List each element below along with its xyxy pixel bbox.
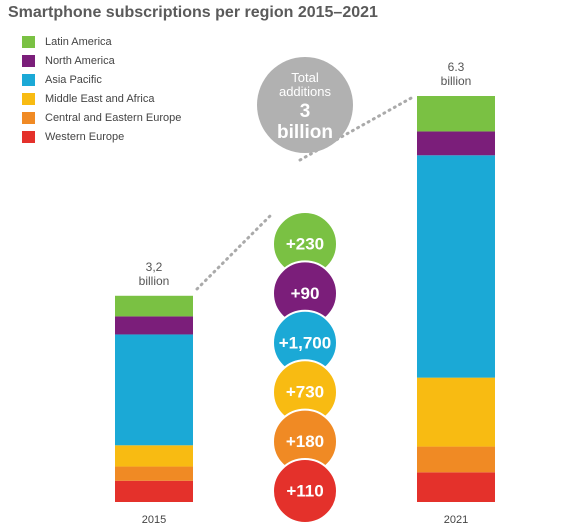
bar-segment [115, 480, 193, 502]
legend-label: Western Europe [45, 131, 124, 143]
bar-segment [115, 334, 193, 446]
bar-segment [417, 472, 495, 502]
bar-segment [417, 155, 495, 378]
bar-segment [115, 445, 193, 467]
legend-swatch [22, 112, 35, 124]
total-label: 6.3 billion [440, 60, 472, 88]
x-tick-label: 2021 [444, 514, 468, 526]
legend-label: Central and Eastern Europe [45, 112, 181, 124]
legend-swatch [22, 74, 35, 86]
addition-label: +230 [286, 234, 324, 253]
total-label: 3,2 billion [138, 259, 170, 288]
legend-label: Asia Pacific [45, 74, 102, 86]
legend-swatch [22, 131, 35, 143]
chart-title: Smartphone subscriptions per region 2015… [8, 4, 378, 21]
bar-segment [417, 377, 495, 447]
addition-label: +730 [286, 383, 324, 402]
bar-segment [417, 446, 495, 473]
addition-label: +180 [286, 432, 324, 451]
legend-swatch [22, 36, 35, 48]
addition-label: +90 [291, 284, 320, 303]
bar-segment [115, 316, 193, 335]
total-additions-bubble: Total additions 3 billion [257, 57, 353, 153]
bar-segment [115, 295, 193, 317]
addition-bubble [272, 458, 338, 524]
bar-segment [115, 466, 193, 481]
addition-label: +1,700 [279, 333, 331, 352]
legend-label: Latin America [45, 36, 113, 48]
connector [195, 212, 274, 291]
total-additions-value: 3 billion [277, 101, 333, 143]
bar-segment [417, 131, 495, 156]
legend-label: Middle East and Africa [45, 93, 155, 105]
bar-segment [417, 96, 495, 132]
legend-swatch [22, 55, 35, 67]
x-tick-label: 2015 [142, 514, 166, 526]
legend-swatch [22, 93, 35, 105]
total-additions-label: Total additions [278, 70, 332, 99]
legend-label: North America [45, 55, 116, 67]
connector [298, 95, 415, 162]
addition-label: +110 [286, 481, 323, 500]
